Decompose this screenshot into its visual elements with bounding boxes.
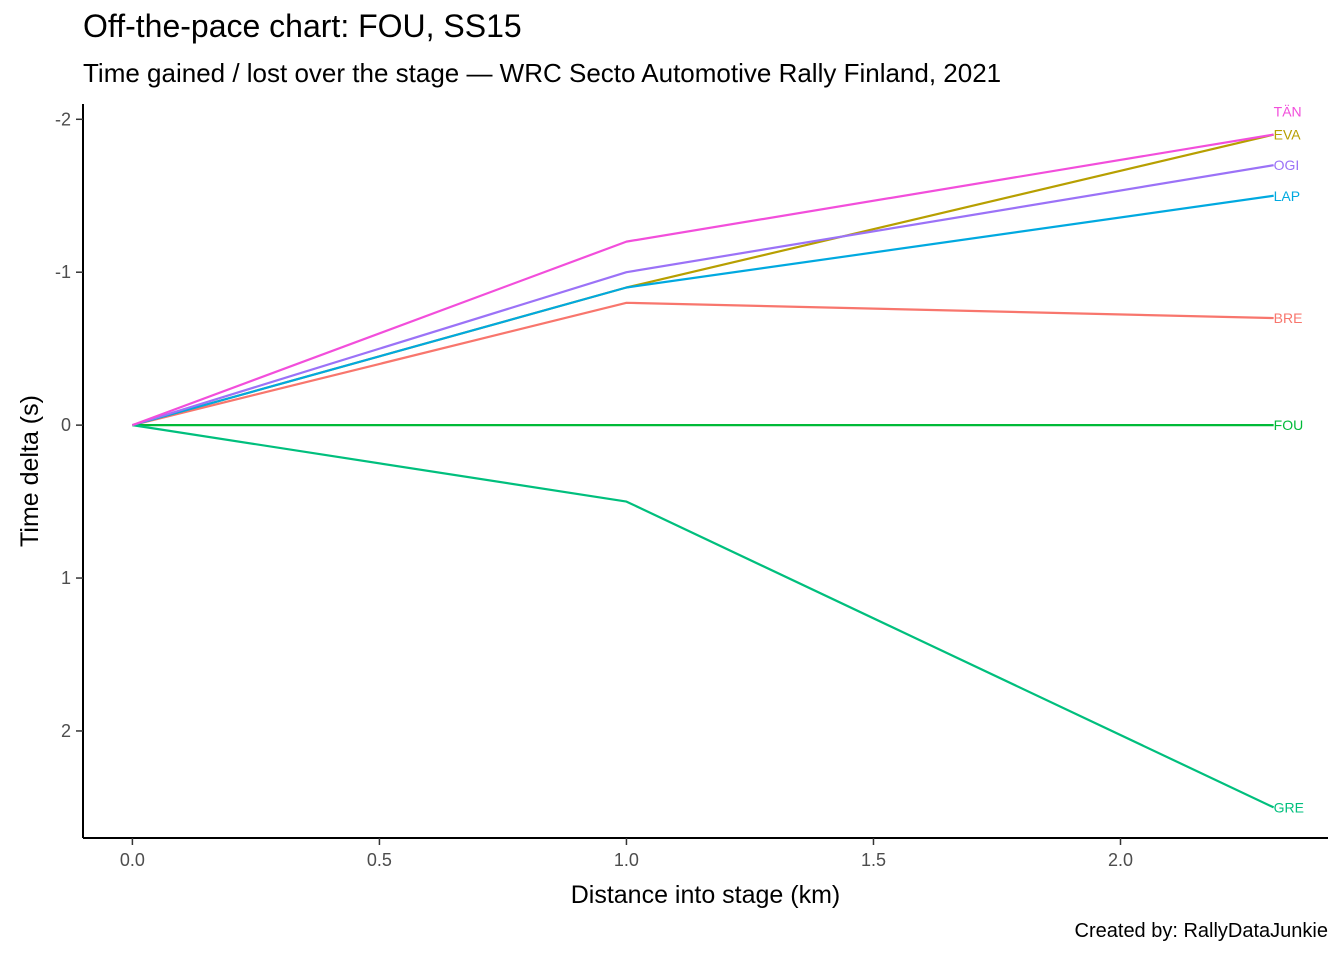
- chart-subtitle: Time gained / lost over the stage — WRC …: [83, 58, 1002, 88]
- x-tick-label: 1.5: [861, 850, 886, 870]
- y-tick-label: -2: [55, 109, 71, 129]
- series-label-ogi: OGI: [1274, 157, 1300, 173]
- series-line-tän: [132, 133, 1274, 427]
- series-label-tän: TÄN: [1274, 104, 1302, 120]
- series-line-lap: [132, 194, 1274, 427]
- y-axis-title: Time delta (s): [16, 395, 44, 547]
- series-label-eva: EVA: [1274, 127, 1302, 143]
- series-end-labels: TÄN EVA OGI LAP BRE FOU GRE: [1274, 104, 1304, 816]
- x-tick-label: 0.5: [367, 850, 392, 870]
- series-lines: [132, 133, 1275, 809]
- series-label-lap: LAP: [1274, 188, 1300, 204]
- chart-title: Off-the-pace chart: FOU, SS15: [83, 8, 522, 44]
- x-tick-label: 1.0: [614, 850, 639, 870]
- x-tick-label: 0.0: [120, 850, 145, 870]
- y-tick-label: 2: [61, 721, 71, 741]
- axes: 0.0 0.5 1.0 1.5 2.0 -2 -1 0 1 2: [55, 104, 1328, 870]
- caption-credit: Created by: RallyDataJunkie: [1074, 920, 1328, 942]
- series-label-gre: GRE: [1274, 799, 1304, 815]
- y-tick-label: 1: [61, 568, 71, 588]
- series-label-fou: FOU: [1274, 417, 1304, 433]
- x-tick-label: 2.0: [1108, 850, 1133, 870]
- y-tick-label: 0: [61, 415, 71, 435]
- series-line-gre: [132, 424, 1275, 809]
- series-label-bre: BRE: [1274, 310, 1303, 326]
- series-line-eva: [132, 133, 1274, 427]
- series-line-ogi: [132, 164, 1274, 427]
- x-axis-title: Distance into stage (km): [571, 881, 841, 909]
- y-tick-label: -1: [55, 262, 71, 282]
- series-line-bre: [132, 301, 1274, 427]
